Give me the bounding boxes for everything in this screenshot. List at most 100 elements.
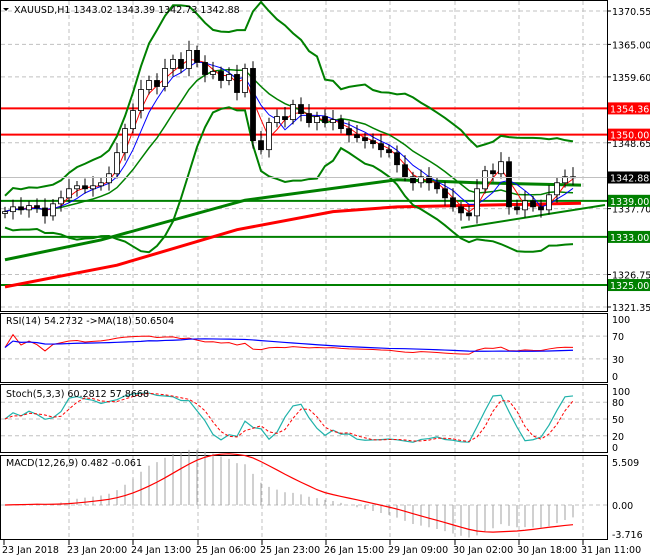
x-label: 29 Jan 09:00 <box>388 545 448 556</box>
candle-body <box>90 185 96 190</box>
candle-body <box>42 207 48 217</box>
level-tag <box>608 279 650 292</box>
candle-body <box>82 185 88 190</box>
macd-tick-label: 5.509 <box>612 458 639 469</box>
pane-frame-1 <box>0 313 608 383</box>
candle-body <box>506 161 512 208</box>
price-tick-label: 1359.60 <box>612 73 650 84</box>
candle-body <box>338 119 344 130</box>
candle-body <box>282 116 288 120</box>
x-label: 23 Jan 2018 <box>2 545 59 556</box>
candle-body <box>138 89 144 111</box>
rsi-label: RSI(14) 54.2732 ->MA(18) 50.6504 <box>6 316 174 327</box>
current-price-label: 1342.88 <box>610 173 649 184</box>
x-label: 23 Jan 20:00 <box>67 545 127 556</box>
stoch-main-line <box>4 392 574 443</box>
ma-slow-line <box>4 201 582 289</box>
candle-body <box>34 205 40 209</box>
rsi-ma-line <box>4 338 574 352</box>
candle-body <box>146 80 152 90</box>
macd-label: MACD(12,26,9) 0.482 -0.061 <box>6 458 142 469</box>
candle-body <box>402 164 408 178</box>
candle-body <box>466 212 472 217</box>
level-tag-label: 1350.00 <box>610 131 649 142</box>
candle-body <box>98 182 104 187</box>
level-tag <box>608 194 650 207</box>
price-tick-label: 1348.65 <box>612 139 650 150</box>
stoch-tick-label: 80 <box>612 398 624 409</box>
candle-body <box>154 80 160 87</box>
stoch-tick-label: 100 <box>612 387 630 398</box>
rsi-tick-label: 30 <box>612 355 624 366</box>
ma-mid-line <box>4 178 582 262</box>
candle-body <box>58 197 64 205</box>
pane-frame-0 <box>0 0 608 312</box>
candle-body <box>210 71 216 75</box>
candle-body <box>386 149 392 154</box>
candle-body <box>562 176 568 184</box>
candle-body <box>218 71 224 81</box>
candle-body <box>26 205 32 211</box>
x-label: 31 Jan 11:00 <box>581 545 641 556</box>
candle-body <box>18 206 24 211</box>
candle-body <box>250 68 256 142</box>
rsi-line <box>4 333 574 355</box>
candle-body <box>474 188 480 217</box>
candle-body <box>426 176 432 184</box>
candle-body <box>74 185 80 190</box>
candle-body <box>546 194 552 211</box>
candle-body <box>290 104 296 120</box>
candle-body <box>114 152 120 175</box>
price-tick-label: 1326.75 <box>612 271 650 282</box>
candle-body <box>450 197 456 208</box>
candle-body <box>434 182 440 190</box>
level-tag-label: 1333.00 <box>610 233 649 244</box>
candle-body <box>274 116 280 124</box>
x-label: 25 Jan 23:00 <box>260 545 320 556</box>
candle-body <box>370 140 376 145</box>
macd-tick-label: 0.00 <box>612 501 633 512</box>
candle-body <box>322 116 328 124</box>
stoch-label: Stoch(5,3,3) 60.2812 57.8668 <box>6 389 149 400</box>
candle-body <box>514 206 520 211</box>
candle-body <box>306 113 312 124</box>
candle-body <box>202 62 208 75</box>
candle-body <box>186 50 192 69</box>
stoch-signal-line <box>4 392 574 442</box>
candle-body <box>330 119 336 124</box>
chart-header: XAUUSD,H1 1343.02 1343.39 1342.73 1342.8… <box>14 5 240 16</box>
candle-body <box>482 170 488 190</box>
candle-body <box>498 161 504 175</box>
x-label: 24 Jan 13:00 <box>131 545 191 556</box>
x-label: 25 Jan 06:00 <box>196 545 256 556</box>
candle-body <box>442 188 448 199</box>
price-tick-label: 1321.35 <box>612 303 650 314</box>
trendline <box>460 204 606 229</box>
level-tag-label: 1325.00 <box>610 281 649 292</box>
candle-body <box>234 74 240 93</box>
pane-frame-3 <box>0 455 608 540</box>
candle-body <box>298 104 304 114</box>
candle-body <box>418 176 424 184</box>
candle-body <box>394 152 400 166</box>
level-tag <box>608 102 650 115</box>
candle-body <box>458 206 464 214</box>
candle-body <box>66 188 72 199</box>
rsi-tick-label: 100 <box>612 315 630 326</box>
candle-body <box>554 182 560 196</box>
stoch-tick-label: 0 <box>612 443 618 454</box>
candle-body <box>2 211 8 214</box>
candle-body <box>226 74 232 81</box>
candle-body <box>362 137 368 142</box>
x-label: 30 Jan 18:00 <box>517 545 577 556</box>
candle-body <box>106 173 112 184</box>
stoch-tick-label: 50 <box>612 415 624 426</box>
level-tag <box>608 128 650 141</box>
candle-body <box>194 50 200 63</box>
candle-body <box>10 206 16 213</box>
candle-body <box>50 203 56 217</box>
candle-body <box>162 68 168 87</box>
price-tick-label: 1365.00 <box>612 40 650 51</box>
price-tick-label: 1370.55 <box>612 7 650 18</box>
